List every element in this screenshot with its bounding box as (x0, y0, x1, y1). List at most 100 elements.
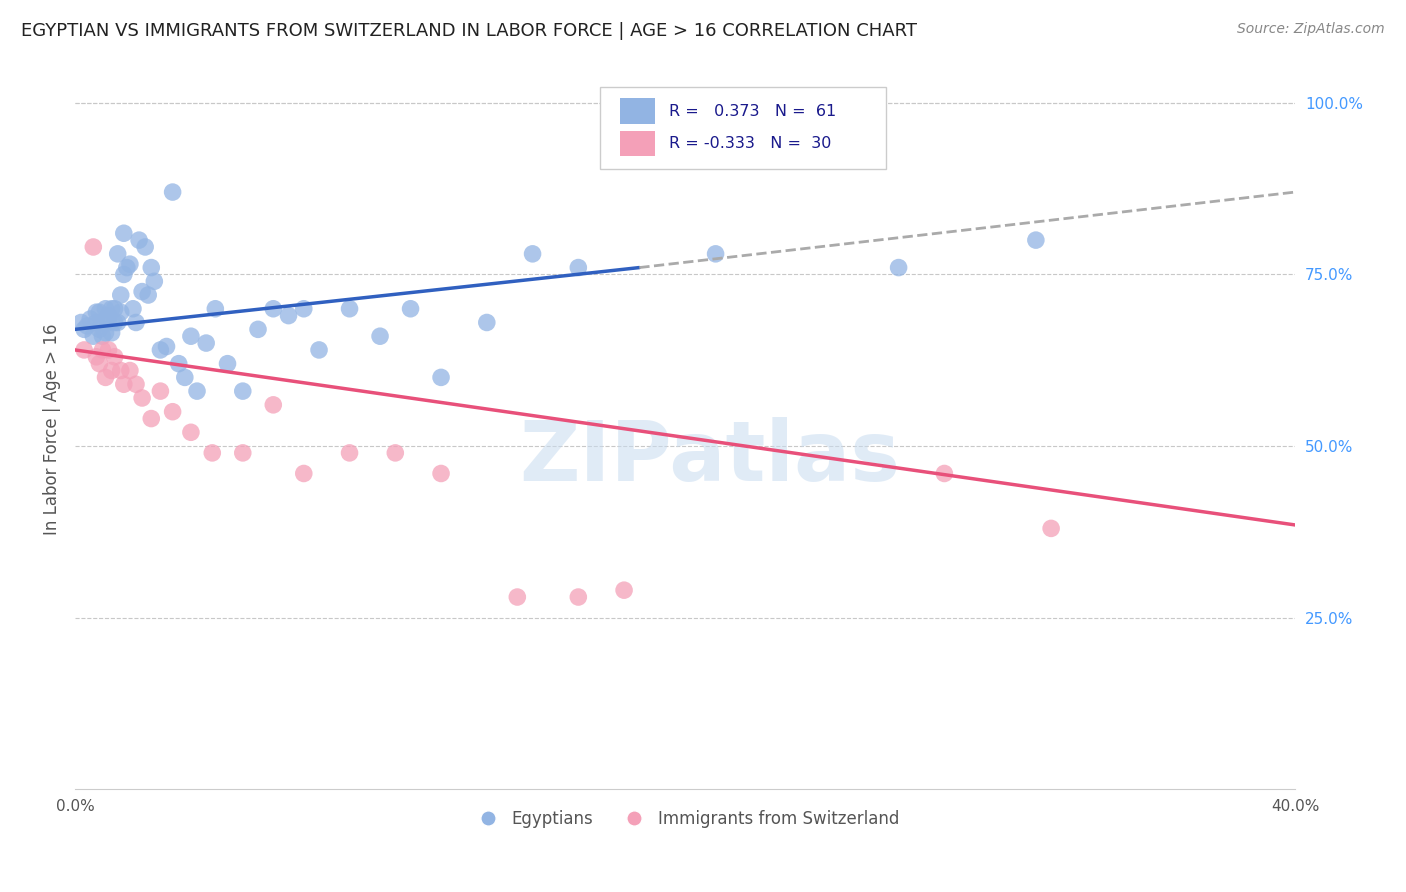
FancyBboxPatch shape (620, 130, 655, 156)
Point (430, 467, 453, 481)
Point (167, 357, 190, 371)
Point (180, 329, 202, 343)
Point (86, 316, 108, 330)
Point (128, 233, 150, 247)
Point (180, 425, 202, 440)
Point (94, 301, 117, 316)
Point (82, 329, 104, 343)
Point (262, 301, 284, 316)
Text: R = -0.333   N =  30: R = -0.333 N = 30 (669, 136, 831, 151)
Point (86, 350, 108, 364)
Point (76, 318, 98, 333)
Point (118, 257, 141, 271)
Point (94, 370, 117, 384)
Point (91, 316, 114, 330)
Point (91, 329, 114, 343)
Point (100, 326, 122, 340)
Point (292, 301, 315, 316)
Point (339, 446, 361, 460)
Text: ZIPatlas: ZIPatlas (519, 417, 900, 499)
Point (125, 316, 148, 330)
Point (162, 405, 184, 419)
Point (141, 260, 163, 275)
Point (104, 316, 127, 330)
Point (89, 357, 111, 371)
Point (100, 363, 122, 377)
Legend: Egyptians, Immigrants from Switzerland: Egyptians, Immigrants from Switzerland (464, 804, 905, 835)
Point (195, 336, 218, 351)
Point (262, 398, 284, 412)
Point (73, 322, 96, 336)
Point (430, 370, 453, 384)
Point (97, 343, 120, 357)
Point (232, 384, 254, 398)
Point (232, 446, 254, 460)
Point (94, 326, 117, 340)
Point (112, 268, 135, 282)
Point (100, 301, 122, 316)
Point (149, 343, 172, 357)
Point (73, 343, 96, 357)
Point (506, 590, 529, 604)
Point (104, 301, 127, 316)
Point (384, 446, 406, 460)
Point (97, 309, 120, 323)
Point (118, 363, 141, 377)
Point (107, 316, 129, 330)
Point (104, 350, 127, 364)
Point (204, 301, 226, 316)
Point (1025, 233, 1047, 247)
Point (112, 377, 135, 392)
Point (141, 411, 163, 425)
Point (131, 391, 153, 405)
Point (136, 288, 159, 302)
Point (475, 316, 498, 330)
Point (131, 285, 153, 299)
Point (934, 467, 956, 481)
Point (704, 247, 727, 261)
Point (125, 377, 148, 392)
Point (173, 370, 195, 384)
Point (82, 240, 104, 254)
FancyBboxPatch shape (620, 98, 655, 124)
Point (887, 260, 910, 275)
Text: EGYPTIAN VS IMMIGRANTS FROM SWITZERLAND IN LABOR FORCE | AGE > 16 CORRELATION CH: EGYPTIAN VS IMMIGRANTS FROM SWITZERLAND … (21, 22, 917, 40)
Point (308, 343, 330, 357)
Text: Source: ZipAtlas.com: Source: ZipAtlas.com (1237, 22, 1385, 37)
Point (110, 305, 132, 319)
Point (110, 363, 132, 377)
Point (162, 185, 184, 199)
Point (292, 467, 315, 481)
Point (186, 384, 208, 398)
Point (1040, 521, 1063, 535)
Point (91, 343, 114, 357)
Point (89, 305, 111, 319)
Point (122, 301, 145, 316)
Point (567, 590, 589, 604)
Point (339, 301, 361, 316)
Point (217, 357, 239, 371)
Point (79, 312, 101, 326)
Point (70, 316, 93, 330)
Point (89, 322, 111, 336)
Point (149, 384, 172, 398)
Point (277, 309, 299, 323)
Point (522, 247, 544, 261)
Point (134, 240, 156, 254)
Point (143, 274, 166, 288)
Point (97, 316, 120, 330)
Y-axis label: In Labor Force | Age > 16: In Labor Force | Age > 16 (44, 323, 60, 534)
Point (112, 226, 135, 240)
Point (110, 288, 132, 302)
Point (368, 329, 391, 343)
Text: R =   0.373   N =  61: R = 0.373 N = 61 (669, 103, 837, 119)
Point (613, 583, 636, 598)
Point (86, 305, 108, 319)
Point (115, 260, 138, 275)
Point (155, 339, 177, 353)
FancyBboxPatch shape (600, 87, 886, 169)
Point (107, 247, 129, 261)
Point (567, 260, 589, 275)
Point (399, 301, 422, 316)
Point (247, 322, 270, 336)
